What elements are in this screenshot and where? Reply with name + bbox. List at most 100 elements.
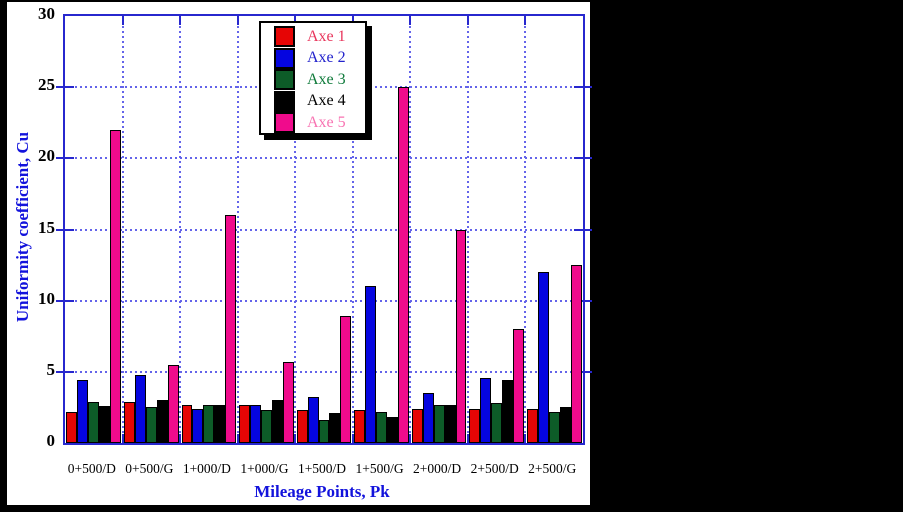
bar-axe3-1+000/D <box>203 404 215 443</box>
y-tick-label: 30 <box>38 4 55 23</box>
x-boundary-tick-top <box>466 16 469 25</box>
x-axis-title: Mileage Points, Pk <box>254 482 390 501</box>
bar-axe4-1+500/G <box>387 417 398 443</box>
bar-axe4-0+500/G <box>156 400 168 443</box>
bar-axe3-0+500/D <box>88 401 100 443</box>
y-tick-outer-right <box>585 157 592 160</box>
x-boundary-tick-top <box>524 16 527 25</box>
bar-axe2-1+500/D <box>307 397 319 443</box>
chart-canvas: Uniformity coefficient, Cu 0 5 10 15 20 25 30 … <box>7 2 592 505</box>
bar-axe1-1+500/G <box>354 410 366 443</box>
x-boundary-tick-bottom <box>236 434 239 443</box>
x-boundary-tick-bottom <box>294 434 297 443</box>
bar-axe4-0+500/D <box>99 405 111 443</box>
v-gridline <box>179 16 182 443</box>
y-tick-label: 15 <box>38 217 55 237</box>
legend-item: Axe 5 <box>261 112 365 133</box>
y-tick-outer-left <box>56 157 63 160</box>
x-boundary-tick-bottom <box>121 434 124 443</box>
x-tick-label: 2+500/D <box>470 461 519 476</box>
bar-axe3-2+500/D <box>491 403 503 443</box>
y-tick-label: 5 <box>46 359 56 379</box>
bar-axe4-1+000/D <box>214 404 226 443</box>
legend-label: Axe 1 <box>307 27 346 45</box>
legend-swatch <box>274 90 295 112</box>
y-tick-outer-right <box>585 370 592 373</box>
y-tick-outer-right <box>585 86 592 89</box>
legend-swatch <box>274 112 295 133</box>
bar-axe5-2+500/D <box>513 329 524 443</box>
bar-axe2-2+500/D <box>480 377 492 443</box>
legend-swatch <box>274 47 295 69</box>
x-tick-label: 2+500/G <box>528 461 577 476</box>
bar-axe5-1+500/G <box>397 87 409 443</box>
bar-axe5-1+000/D <box>225 215 237 443</box>
bar-axe4-2+000/D <box>444 404 456 443</box>
bar-axe1-2+000/D <box>411 408 423 443</box>
bar-axe1-0+500/D <box>66 411 78 443</box>
legend: Axe 1 Axe 2 Axe 3 Axe 4 Axe 5 <box>259 21 367 135</box>
h-gridline <box>65 299 583 302</box>
x-tick-label: 2+000/D <box>413 461 462 476</box>
x-tick-label: 1+500/G <box>355 461 404 476</box>
x-boundary-tick-bottom <box>524 434 527 443</box>
bar-axe4-1+500/D <box>329 413 341 443</box>
y-tick-outer-left <box>56 86 63 89</box>
bar-axe5-1+500/D <box>340 316 352 443</box>
bar-axe5-0+500/D <box>110 129 122 443</box>
x-boundary-tick-top <box>351 16 354 25</box>
h-gridline <box>65 228 583 231</box>
bar-axe3-2+000/D <box>433 404 445 443</box>
bar-axe1-1+500/D <box>296 410 308 443</box>
y-tick-inner-left <box>65 157 74 160</box>
legend-item: Axe 2 <box>261 47 365 69</box>
y-tick-outer-right <box>585 228 592 231</box>
x-boundary-tick-top <box>179 16 182 25</box>
y-tick-inner-left <box>65 370 74 373</box>
bar-axe5-2+500/G <box>570 265 582 443</box>
bar-axe1-1+000/G <box>239 404 251 443</box>
bar-axe2-1+500/G <box>365 286 377 443</box>
bar-axe1-2+500/D <box>469 408 481 443</box>
y-tick-outer-right <box>585 299 592 302</box>
v-gridline <box>121 16 124 443</box>
bar-axe2-1+000/D <box>192 408 204 443</box>
y-tick-outer-left <box>56 228 63 231</box>
bar-axe2-2+000/D <box>422 393 434 443</box>
legend-item: Axe 1 <box>261 26 365 47</box>
x-tick-label: 1+000/G <box>240 461 289 476</box>
x-boundary-tick-bottom <box>351 434 354 443</box>
v-gridline <box>524 16 527 443</box>
bar-axe4-1+000/G <box>271 400 283 443</box>
v-gridline <box>409 16 412 443</box>
x-boundary-tick-top <box>121 16 124 25</box>
bar-axe5-1+000/G <box>282 361 294 443</box>
bar-axe2-1+000/G <box>250 404 261 443</box>
bar-axe2-2+500/G <box>537 272 549 443</box>
y-tick-inner-left <box>65 86 74 89</box>
v-gridline <box>466 16 469 443</box>
x-tick-label: 1+500/D <box>297 461 347 476</box>
x-tick-label: 1+000/D <box>182 461 231 476</box>
bar-axe5-0+500/G <box>167 364 179 443</box>
y-tick-label: 0 <box>46 431 56 450</box>
h-gridline <box>65 157 583 160</box>
y-tick-label: 10 <box>38 288 55 308</box>
x-tick-label: 0+500/G <box>125 461 174 476</box>
bar-axe4-2+500/D <box>502 380 514 443</box>
bar-axe3-0+500/G <box>145 407 157 443</box>
y-tick-inner-right <box>574 86 583 89</box>
bar-axe3-1+500/D <box>318 420 330 443</box>
bar-axe3-2+500/G <box>548 411 560 443</box>
v-gridline <box>351 16 354 443</box>
x-boundary-tick-bottom <box>409 434 412 443</box>
x-boundary-tick-top <box>294 16 297 25</box>
bar-axe3-1+500/G <box>376 411 387 443</box>
x-boundary-tick-bottom <box>466 434 469 443</box>
y-tick-outer-left <box>56 370 63 373</box>
bar-axe3-1+000/G <box>260 410 272 443</box>
v-gridline <box>294 16 297 443</box>
bar-axe1-2+500/G <box>526 408 538 443</box>
y-tick-inner-right <box>574 228 583 231</box>
